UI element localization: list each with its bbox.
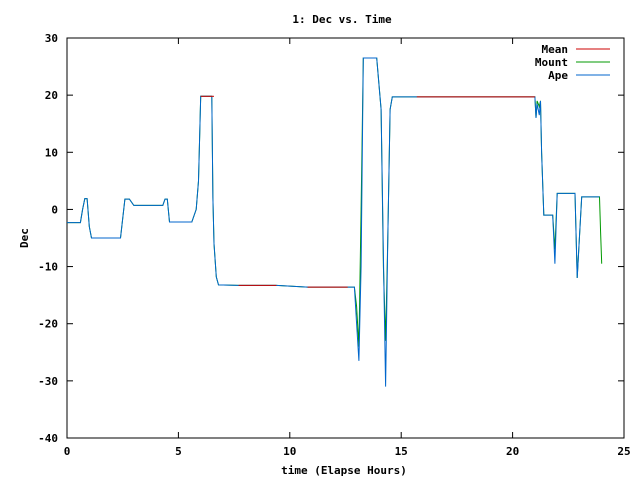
series-line-ape [67,57,600,387]
y-tick-label: -20 [38,318,58,331]
y-tick-label: 30 [45,32,58,45]
x-tick-label: 0 [64,445,71,458]
y-tick-label: 0 [51,203,58,216]
plot-border [66,37,625,439]
x-tick-label: 20 [506,445,519,458]
legend-label-mean: Mean [542,43,569,56]
axis-ticks: 0 5 10 15 20 25 -40 -30 -20 -10 0 10 20 30 [38,32,631,458]
series-line-mount [67,57,603,347]
y-axis-label: Dec [18,228,31,248]
chart-title: 1: Dec vs. Time [292,13,392,26]
y-tick-label: -10 [38,261,58,274]
y-tick-label: 10 [45,146,58,159]
y-tick-label: 20 [45,89,58,102]
legend-label-ape: Ape [548,69,568,82]
y-tick-label: -40 [38,432,58,445]
y-tick-label: -30 [38,375,58,388]
legend-label-mount: Mount [535,56,568,69]
x-tick-label: 15 [395,445,408,458]
plot-frame [66,37,625,439]
x-axis-label: time (Elapse Hours) [281,464,407,477]
x-tick-label: 25 [617,445,630,458]
series-layer [67,57,603,387]
x-tick-label: 10 [283,445,296,458]
x-tick-label: 5 [175,445,182,458]
